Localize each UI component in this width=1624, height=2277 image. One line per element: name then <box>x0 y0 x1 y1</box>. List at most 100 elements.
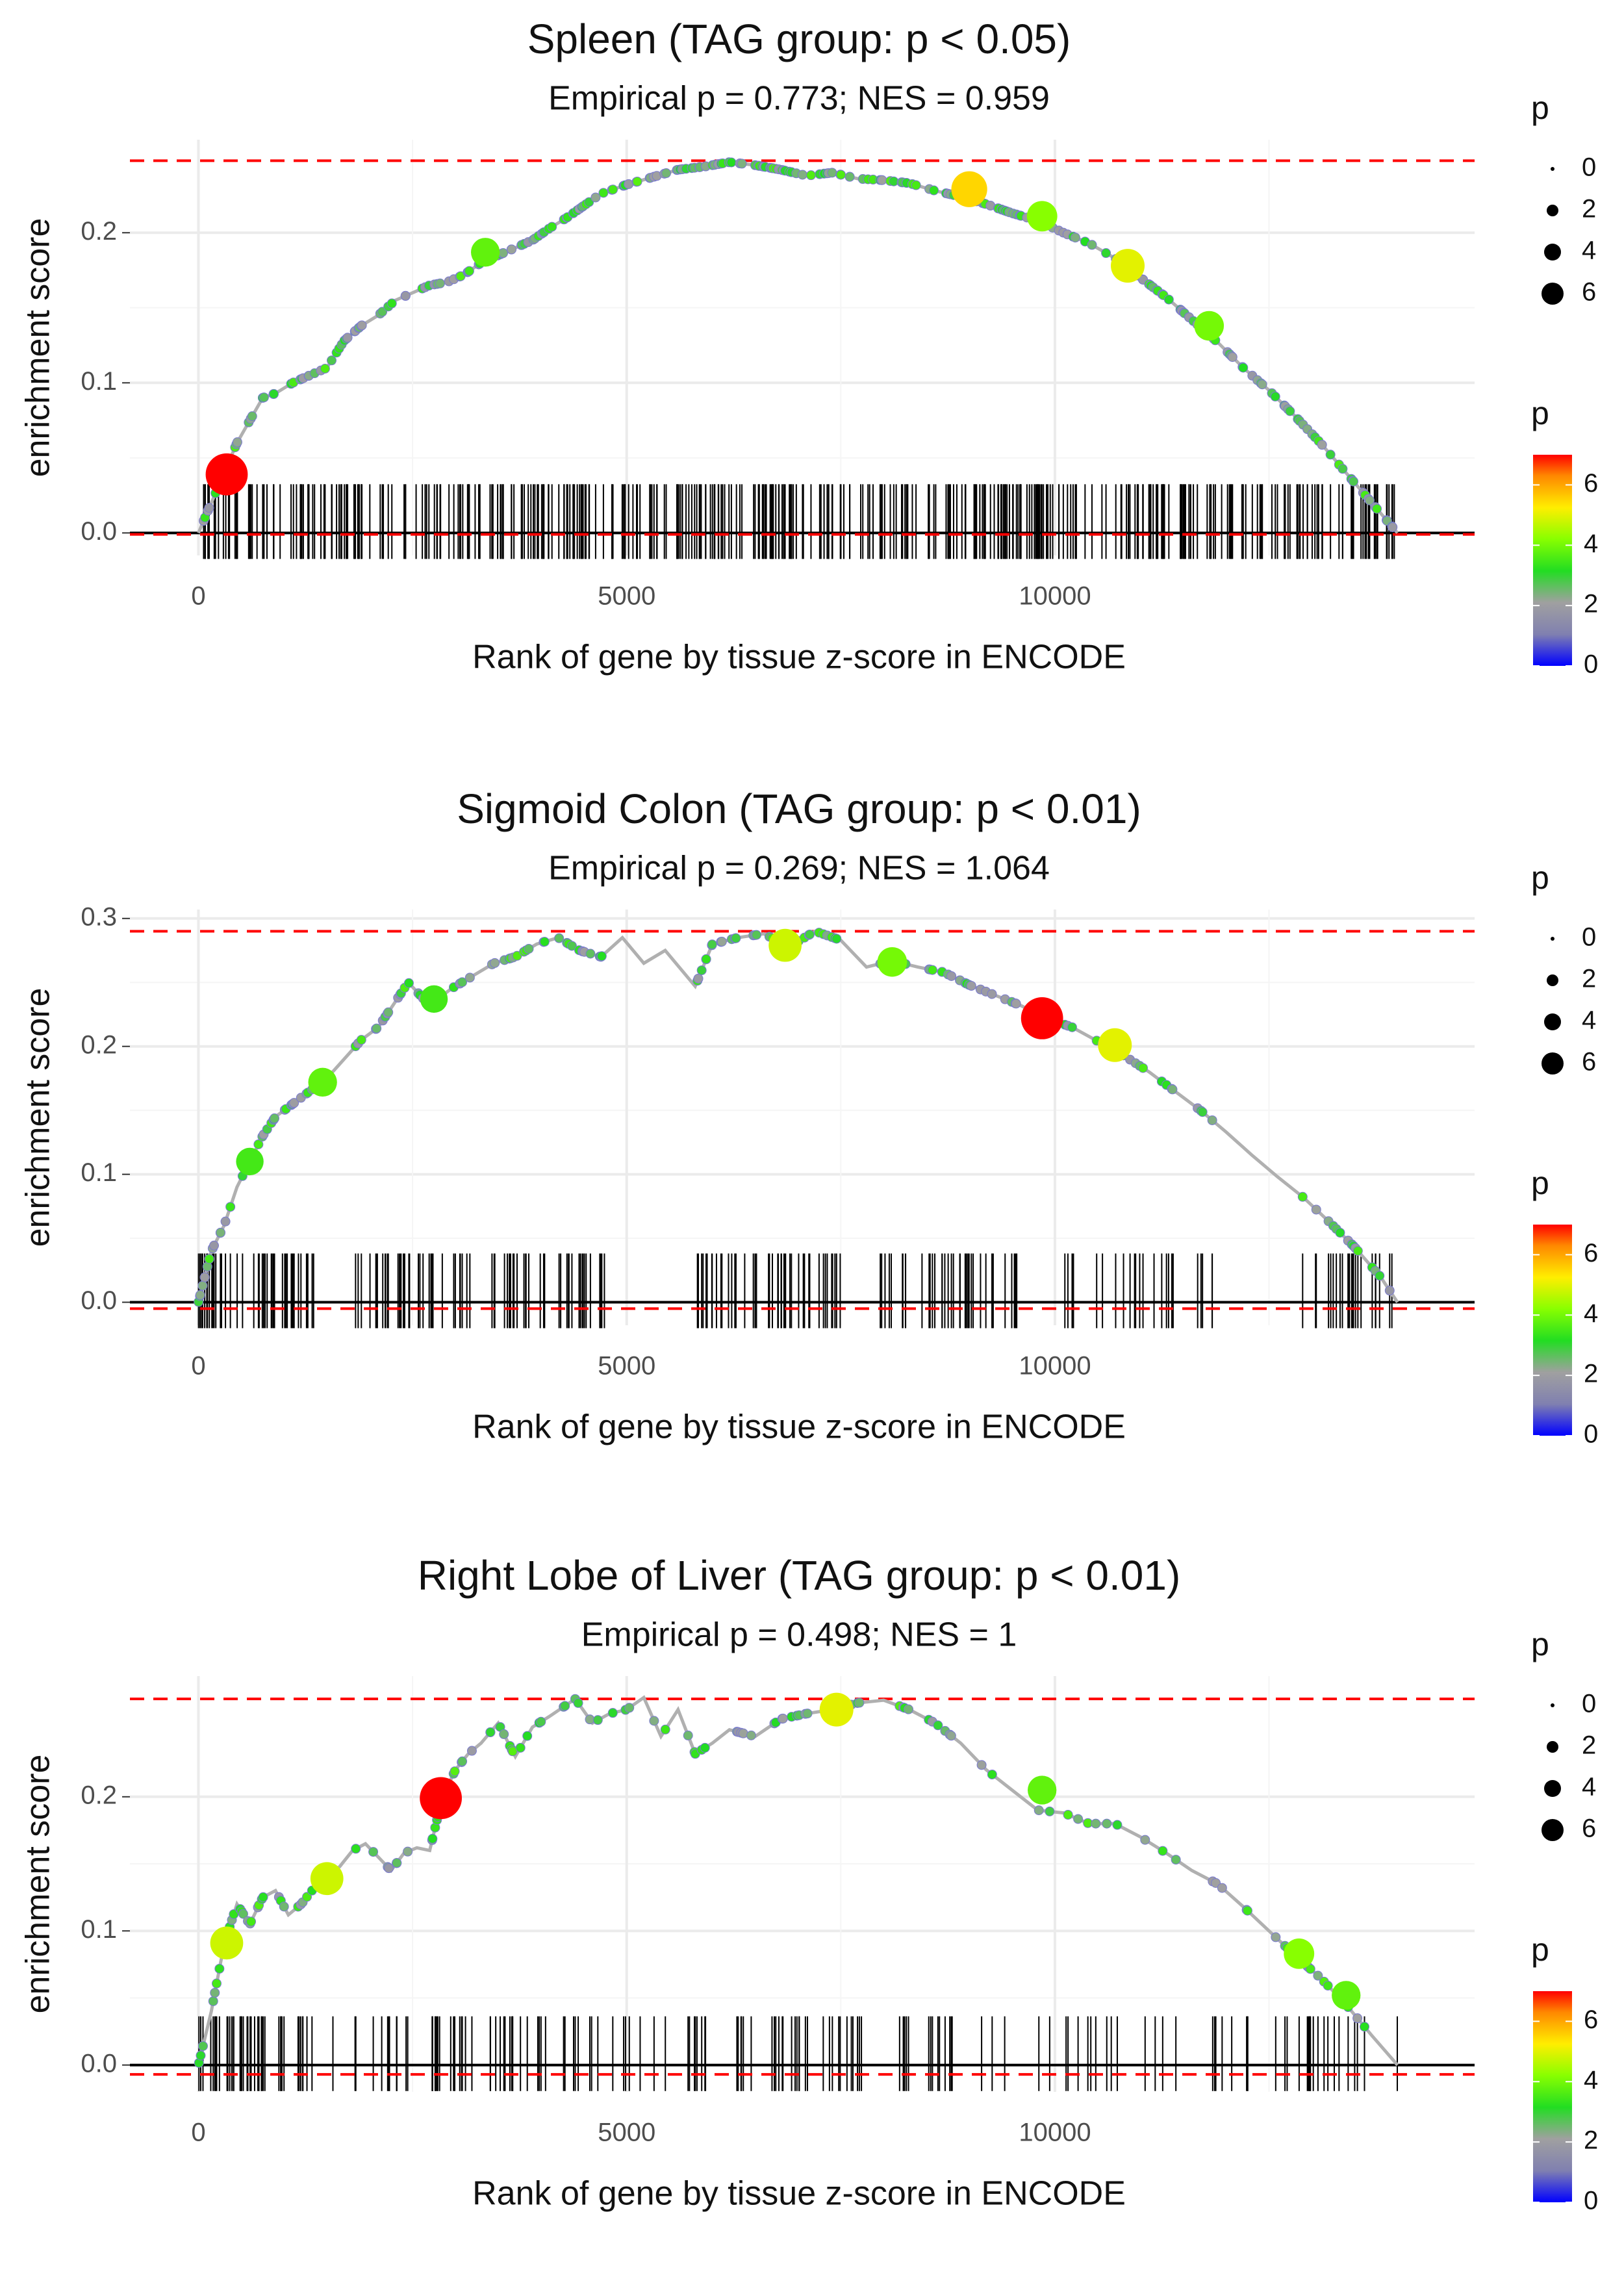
es-point <box>1338 464 1348 474</box>
highlight-point <box>951 171 987 207</box>
es-point <box>1034 1805 1044 1816</box>
es-point <box>279 1902 289 1912</box>
highlight-point <box>310 1862 344 1896</box>
es-point <box>1352 2013 1363 2024</box>
highlight-point <box>420 1777 463 1820</box>
es-point <box>1091 1818 1101 1829</box>
size-legend-label: 2 <box>1582 195 1596 223</box>
size-legend-dot <box>1542 1819 1564 1841</box>
es-point <box>392 1858 402 1868</box>
es-point <box>717 937 727 947</box>
es-point <box>976 1760 987 1770</box>
highlight-point <box>1021 997 1063 1039</box>
es-point <box>1140 1835 1150 1845</box>
color-legend-bar <box>1533 1991 1572 2202</box>
hit-ticks <box>203 484 1395 559</box>
es-point <box>1073 1814 1084 1824</box>
es-point <box>827 168 837 178</box>
es-point <box>356 1035 366 1045</box>
size-legend-label: 4 <box>1582 1006 1596 1035</box>
es-point <box>927 965 937 975</box>
size-legend-dot <box>1551 1703 1554 1707</box>
es-point <box>1101 248 1111 259</box>
es-point <box>660 1724 670 1735</box>
color-legend-label: 2 <box>1584 2126 1598 2155</box>
es-point <box>1167 1084 1178 1095</box>
highlight-point <box>471 238 500 267</box>
size-legend-dot <box>1551 937 1554 941</box>
size-legend-dot <box>1547 205 1558 216</box>
es-point <box>196 2050 206 2061</box>
highlight-point <box>236 1147 264 1176</box>
hit-ticks <box>197 1253 1393 1329</box>
es-point <box>854 1698 865 1708</box>
es-point <box>1045 1806 1055 1816</box>
es-point <box>661 168 672 179</box>
x-tick-label: 5000 <box>598 582 655 611</box>
es-point <box>1112 1820 1123 1830</box>
es-point <box>1217 1883 1227 1893</box>
es-point <box>490 958 500 968</box>
color-legend-label: 2 <box>1584 1360 1598 1388</box>
es-point <box>987 1769 997 1779</box>
es-point <box>387 298 397 309</box>
es-point <box>585 948 596 959</box>
size-legend-title: p <box>1531 90 1549 126</box>
es-point <box>804 929 815 939</box>
es-point <box>1070 233 1080 243</box>
es-point <box>197 1280 208 1291</box>
x-axis-title: Rank of gene by tissue z-score in ENCODE <box>472 1408 1126 1446</box>
es-point <box>607 1708 618 1718</box>
es-point <box>778 1713 788 1724</box>
es-point <box>573 1698 583 1708</box>
x-tick-label: 10000 <box>1019 582 1091 611</box>
x-tick-label: 10000 <box>1019 1352 1091 1380</box>
size-legend-dot <box>1544 1780 1561 1797</box>
es-point <box>1359 2022 1369 2032</box>
chart-title: Spleen (TAG group: p < 0.05) <box>527 16 1071 62</box>
y-tick-label: 0.1 <box>81 367 117 396</box>
es-point <box>536 1716 546 1727</box>
size-legend-dot <box>1542 283 1564 305</box>
chart-subtitle: Empirical p = 0.498; NES = 1 <box>581 1616 1017 1654</box>
highlight-point <box>210 1926 244 1960</box>
es-point <box>1335 1227 1345 1238</box>
es-points <box>194 1694 1369 2068</box>
es-points <box>194 928 1395 1307</box>
es-point <box>1163 294 1174 305</box>
es-point <box>911 180 921 190</box>
running-es-line <box>197 160 1399 534</box>
es-point <box>1313 1970 1323 1981</box>
color-legend-label: 4 <box>1584 1299 1598 1328</box>
es-point <box>560 1701 570 1711</box>
es-point <box>1171 1855 1181 1865</box>
es-point <box>1364 495 1375 505</box>
color-legend-label: 4 <box>1584 529 1598 558</box>
y-tick-label: 0.1 <box>81 1158 117 1187</box>
es-point <box>1384 1286 1395 1296</box>
es-point <box>547 222 557 232</box>
es-point <box>946 1731 956 1741</box>
es-point <box>1372 503 1382 514</box>
es-point <box>209 1240 220 1251</box>
es-point <box>1270 391 1280 401</box>
es-point <box>1375 1271 1385 1281</box>
highlight-point <box>308 1067 337 1097</box>
color-legend-label: 6 <box>1584 1239 1598 1267</box>
size-legend-dot <box>1544 244 1561 261</box>
es-point <box>225 1202 236 1212</box>
es-point <box>216 1227 226 1238</box>
es-point <box>731 933 741 943</box>
es-point <box>1388 522 1398 532</box>
es-point <box>1305 1964 1315 1974</box>
x-tick-label: 0 <box>191 2118 205 2147</box>
es-point <box>457 1756 468 1766</box>
y-axis-title: enrichment score <box>19 218 57 477</box>
size-legend-label: 6 <box>1582 1814 1596 1843</box>
es-point <box>797 170 807 180</box>
y-tick-label: 0.2 <box>81 217 117 246</box>
es-point <box>197 2041 208 2051</box>
x-axis-title: Rank of gene by tissue z-score in ENCODE <box>472 2175 1126 2213</box>
es-point <box>877 175 887 185</box>
